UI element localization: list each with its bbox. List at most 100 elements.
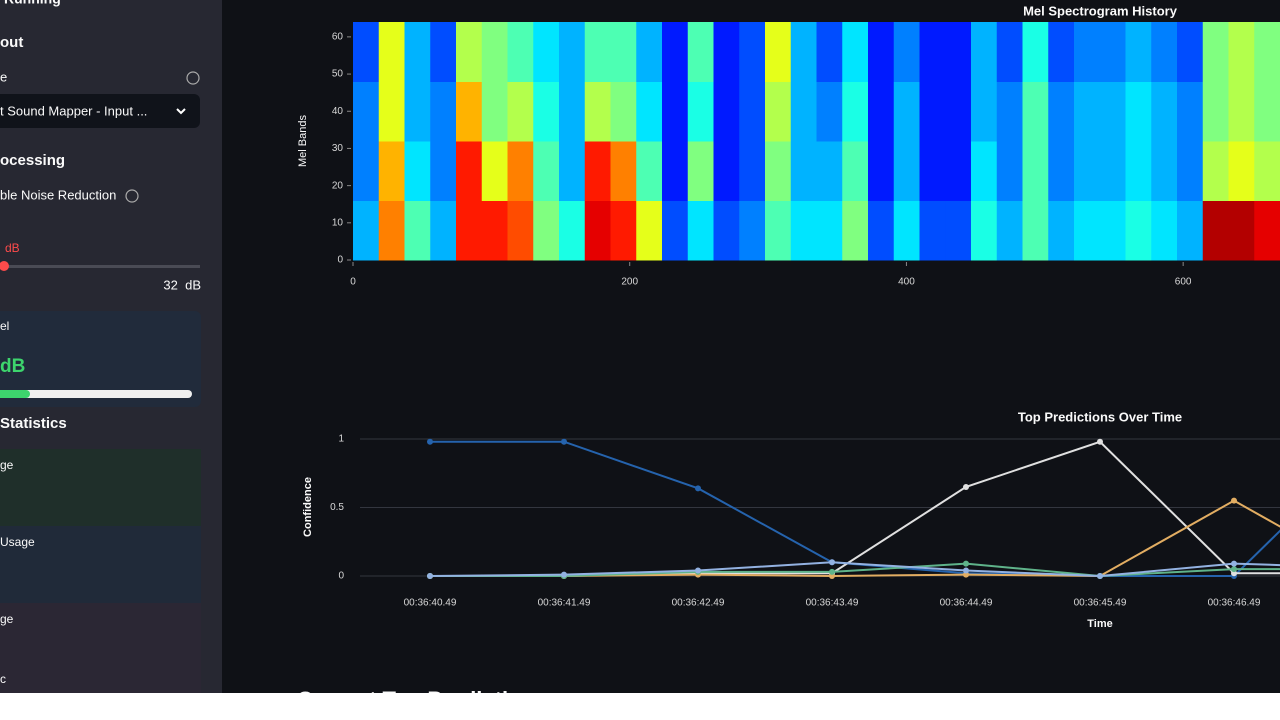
heat-cell	[1099, 141, 1126, 201]
heat-cell	[790, 200, 817, 261]
heat-cell	[945, 141, 972, 201]
heat-cell	[1254, 22, 1280, 82]
x-tick-label: 400	[898, 277, 915, 288]
stat-label: c	[0, 672, 6, 686]
heat-cell	[790, 22, 817, 82]
series-line	[429, 561, 1280, 578]
heat-cell	[1202, 81, 1229, 142]
heat-cell	[919, 22, 946, 82]
heat-cell	[456, 22, 483, 82]
heat-cell	[1202, 141, 1229, 201]
series-line	[430, 562, 1280, 578]
heat-cell	[687, 141, 714, 201]
y-tick-label: 0	[337, 255, 343, 266]
toggle-label[interactable]: ble Noise Reduction	[0, 187, 116, 202]
help-icon[interactable]	[125, 189, 139, 203]
x-tick-label: 600	[1175, 277, 1192, 288]
heat-cell	[430, 200, 457, 261]
dropdown[interactable]	[0, 94, 200, 128]
x-tick-label: 00:36:44.49	[940, 598, 993, 609]
heat-cell	[662, 81, 689, 142]
point	[829, 559, 835, 566]
heat-cell	[687, 22, 714, 82]
bottom-strip	[0, 693, 1280, 720]
heat-cell	[1125, 200, 1152, 261]
slider-label: dB	[5, 241, 20, 255]
heat-cell	[1151, 141, 1178, 201]
heat-cell	[404, 81, 431, 142]
heat-cell	[739, 200, 766, 261]
heat-cell	[1048, 141, 1075, 201]
heat-cell	[1048, 200, 1075, 261]
heat-cell	[559, 81, 586, 142]
heat-cell	[868, 141, 895, 201]
heat-cell	[893, 141, 920, 201]
heat-cell	[1177, 22, 1204, 82]
heat-cell	[610, 22, 637, 82]
heat-cell	[559, 22, 586, 82]
heat-cell	[610, 81, 637, 142]
chart-title: Top Predictions Over Time	[1018, 409, 1182, 424]
heat-cell	[1099, 81, 1126, 142]
level-fill	[0, 390, 30, 398]
heat-cell	[1125, 81, 1152, 142]
heat-cell	[1048, 81, 1075, 142]
point	[963, 571, 969, 578]
chart-title: Mel Spectrogram History	[1023, 3, 1178, 18]
heat-cell	[790, 81, 817, 142]
level-bar	[0, 390, 192, 398]
y-axis-label: Mel Bands	[297, 115, 309, 167]
heat-cell	[1228, 81, 1255, 142]
heat-cell	[662, 141, 689, 201]
heat-cell	[1074, 200, 1101, 261]
heat-cell	[1074, 22, 1101, 82]
heat-cell	[971, 200, 998, 261]
heat-cell	[971, 22, 998, 82]
heat-cell	[816, 141, 843, 201]
heat-cell	[1099, 22, 1126, 82]
point	[1231, 497, 1237, 504]
heat-cell	[868, 22, 895, 82]
slider-thumb[interactable]	[0, 261, 9, 271]
help-icon[interactable]	[186, 71, 200, 85]
point	[1231, 570, 1237, 577]
heat-cell	[404, 141, 431, 201]
point	[1097, 573, 1103, 579]
x-axis-label: Time	[1087, 618, 1112, 630]
stat-label: Usage	[0, 535, 35, 549]
heat-cell	[456, 200, 483, 261]
point	[963, 483, 969, 490]
section: ocessing	[0, 152, 65, 169]
heat-cell	[945, 200, 972, 261]
heat-cell	[1151, 200, 1178, 261]
slider-value: 32 dB	[163, 277, 201, 292]
heat-cell	[481, 141, 508, 201]
heat-cell	[765, 200, 792, 261]
heat-cell	[713, 81, 740, 142]
heat-cell	[919, 81, 946, 142]
heat-cell	[945, 81, 972, 142]
point	[829, 573, 835, 579]
heat-cell	[353, 141, 380, 201]
heat-cell	[456, 141, 483, 201]
point	[963, 560, 969, 567]
heat-cell	[378, 81, 405, 142]
point	[1231, 560, 1237, 567]
slider-track	[0, 265, 200, 268]
heat-cell	[507, 81, 534, 142]
x-tick-label: 00:36:43.49	[806, 598, 859, 609]
heat-cell	[533, 22, 560, 82]
heat-cell	[919, 200, 946, 261]
heat-cell	[842, 141, 869, 201]
level-card	[0, 311, 201, 407]
heat-cell	[816, 22, 843, 82]
heat-cell	[1228, 141, 1255, 201]
heat-cell	[765, 141, 792, 201]
heat-cell	[945, 22, 972, 82]
heat-cell	[610, 141, 637, 201]
heat-cell	[919, 141, 946, 201]
y-tick-label: 60	[332, 32, 344, 43]
heat-cell	[842, 22, 869, 82]
level-label: el	[0, 319, 9, 333]
